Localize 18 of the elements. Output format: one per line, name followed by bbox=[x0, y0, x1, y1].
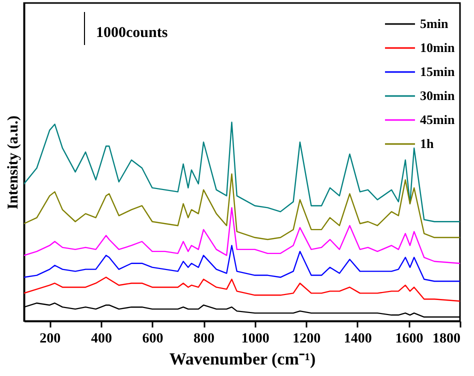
legend-label: 5min bbox=[420, 16, 449, 31]
legend-label: 1h bbox=[420, 136, 434, 151]
x-tick-label: 1000 bbox=[241, 332, 270, 346]
legend-label: 30min bbox=[420, 88, 456, 103]
x-tick-label: 1800 bbox=[432, 332, 460, 346]
legend-label: 15min bbox=[420, 64, 456, 79]
x-tick-label: 1400 bbox=[344, 332, 372, 346]
legend-label: 10min bbox=[420, 40, 456, 55]
x-tick-label: 600 bbox=[142, 332, 164, 346]
x-tick-label: 400 bbox=[90, 332, 112, 346]
y-axis-title: Intensity (a.u.) bbox=[6, 116, 22, 210]
text: 1000counts bbox=[96, 25, 168, 41]
x-axis-title: Wavenumber (cm⁻¹) bbox=[169, 350, 316, 368]
x-tick-label: 1200 bbox=[292, 332, 321, 346]
x-tick-label: 200 bbox=[40, 332, 61, 346]
legend-label: 45min bbox=[420, 112, 456, 127]
x-tick-label: 800 bbox=[194, 332, 215, 346]
x-tick-label: 1600 bbox=[395, 332, 424, 346]
